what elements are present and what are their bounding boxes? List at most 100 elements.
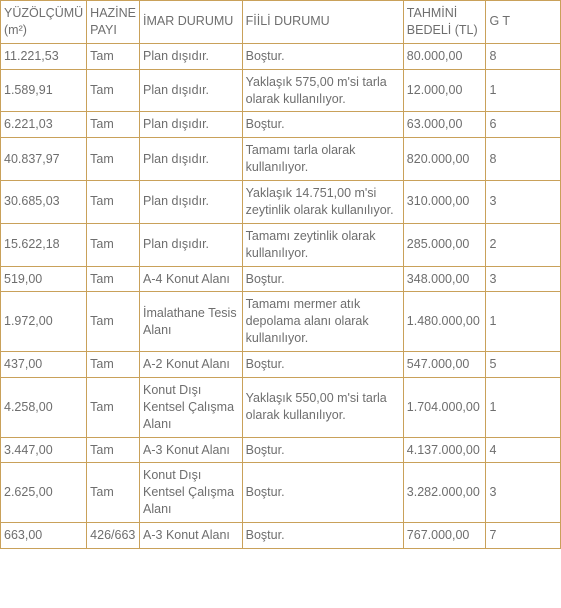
col-header-yuzolcumu: YÜZÖLÇÜMÜ (m²) <box>1 1 87 44</box>
table-cell: Boştur. <box>242 266 403 292</box>
table-cell: 4 <box>486 437 561 463</box>
table-cell: Boştur. <box>242 523 403 549</box>
table-cell: Yaklaşık 550,00 m'si tarla olarak kullan… <box>242 377 403 437</box>
table-cell: Tam <box>87 463 140 523</box>
table-cell: 1.589,91 <box>1 69 87 112</box>
table-cell: Tam <box>87 138 140 181</box>
table-cell: Tam <box>87 43 140 69</box>
table-cell: 12.000,00 <box>403 69 486 112</box>
table-cell: 8 <box>486 138 561 181</box>
table-cell: 3 <box>486 463 561 523</box>
table-cell: 6.221,03 <box>1 112 87 138</box>
table-cell: 3 <box>486 266 561 292</box>
table-row: 2.625,00TamKonut Dışı Kentsel Çalışma Al… <box>1 463 561 523</box>
table-cell: Konut Dışı Kentsel Çalışma Alanı <box>140 463 243 523</box>
table-row: 3.447,00TamA-3 Konut AlanıBoştur.4.137.0… <box>1 437 561 463</box>
table-cell: 30.685,03 <box>1 181 87 224</box>
table-row: 11.221,53TamPlan dışıdır.Boştur.80.000,0… <box>1 43 561 69</box>
table-row: 6.221,03TamPlan dışıdır.Boştur.63.000,00… <box>1 112 561 138</box>
table-body: 11.221,53TamPlan dışıdır.Boştur.80.000,0… <box>1 43 561 548</box>
table-cell: Tam <box>87 69 140 112</box>
table-cell: Plan dışıdır. <box>140 69 243 112</box>
table-cell: Tam <box>87 377 140 437</box>
table-cell: Yaklaşık 14.751,00 m'si zeytinlik olarak… <box>242 181 403 224</box>
table-cell: 285.000,00 <box>403 223 486 266</box>
table-cell: Plan dışıdır. <box>140 112 243 138</box>
table-cell: 1 <box>486 69 561 112</box>
table-cell: Plan dışıdır. <box>140 223 243 266</box>
table-cell: 547.000,00 <box>403 352 486 378</box>
table-cell: Tam <box>87 266 140 292</box>
table-cell: 310.000,00 <box>403 181 486 224</box>
col-header-hazine-payi: HAZİNE PAYI <box>87 1 140 44</box>
table-row: 663,00426/663A-3 Konut AlanıBoştur.767.0… <box>1 523 561 549</box>
table-cell: 3.447,00 <box>1 437 87 463</box>
table-cell: Tam <box>87 352 140 378</box>
table-cell: 1 <box>486 292 561 352</box>
col-header-tahmini-bedeli: TAHMİNİ BEDELİ (TL) <box>403 1 486 44</box>
table-cell: İmalathane Tesis Alanı <box>140 292 243 352</box>
table-header-row: YÜZÖLÇÜMÜ (m²) HAZİNE PAYI İMAR DURUMU F… <box>1 1 561 44</box>
table-cell: 2 <box>486 223 561 266</box>
table-cell: Boştur. <box>242 112 403 138</box>
table-cell: Tam <box>87 223 140 266</box>
table-cell: Konut Dışı Kentsel Çalışma Alanı <box>140 377 243 437</box>
table-cell: 663,00 <box>1 523 87 549</box>
table-cell: 519,00 <box>1 266 87 292</box>
table-cell: 15.622,18 <box>1 223 87 266</box>
table-cell: Boştur. <box>242 352 403 378</box>
table-row: 30.685,03TamPlan dışıdır.Yaklaşık 14.751… <box>1 181 561 224</box>
col-header-extra: G T <box>486 1 561 44</box>
property-table: YÜZÖLÇÜMÜ (m²) HAZİNE PAYI İMAR DURUMU F… <box>0 0 561 549</box>
table-row: 15.622,18TamPlan dışıdır.Tamamı zeytinli… <box>1 223 561 266</box>
table-cell: 5 <box>486 352 561 378</box>
table-cell: Boştur. <box>242 463 403 523</box>
table-row: 437,00TamA-2 Konut AlanıBoştur.547.000,0… <box>1 352 561 378</box>
table-cell: 80.000,00 <box>403 43 486 69</box>
table-cell: 348.000,00 <box>403 266 486 292</box>
table-cell: 4.137.000,00 <box>403 437 486 463</box>
table-cell: Tamamı tarla olarak kullanılıyor. <box>242 138 403 181</box>
table-cell: 11.221,53 <box>1 43 87 69</box>
table-cell: Boştur. <box>242 437 403 463</box>
table-cell: 767.000,00 <box>403 523 486 549</box>
table-cell: 8 <box>486 43 561 69</box>
table-head: YÜZÖLÇÜMÜ (m²) HAZİNE PAYI İMAR DURUMU F… <box>1 1 561 44</box>
table-cell: Tam <box>87 181 140 224</box>
table-row: 4.258,00TamKonut Dışı Kentsel Çalışma Al… <box>1 377 561 437</box>
table-cell: Plan dışıdır. <box>140 43 243 69</box>
table-cell: 40.837,97 <box>1 138 87 181</box>
table-cell: Boştur. <box>242 43 403 69</box>
table-cell: 820.000,00 <box>403 138 486 181</box>
table-cell: Plan dışıdır. <box>140 138 243 181</box>
table-cell: 1.972,00 <box>1 292 87 352</box>
table-viewport: YÜZÖLÇÜMÜ (m²) HAZİNE PAYI İMAR DURUMU F… <box>0 0 561 608</box>
table-cell: 1.704.000,00 <box>403 377 486 437</box>
table-cell: Tam <box>87 292 140 352</box>
col-header-imar-durumu: İMAR DURUMU <box>140 1 243 44</box>
table-row: 40.837,97TamPlan dışıdır.Tamamı tarla ol… <box>1 138 561 181</box>
table-cell: 1.480.000,00 <box>403 292 486 352</box>
table-cell: 3 <box>486 181 561 224</box>
table-cell: 6 <box>486 112 561 138</box>
table-cell: Tam <box>87 437 140 463</box>
table-cell: 3.282.000,00 <box>403 463 486 523</box>
table-cell: 426/663 <box>87 523 140 549</box>
table-cell: 1 <box>486 377 561 437</box>
col-header-fiili-durumu: FİİLİ DURUMU <box>242 1 403 44</box>
table-cell: A-3 Konut Alanı <box>140 437 243 463</box>
table-cell: Tam <box>87 112 140 138</box>
table-cell: Plan dışıdır. <box>140 181 243 224</box>
table-row: 1.972,00Tamİmalathane Tesis AlanıTamamı … <box>1 292 561 352</box>
table-cell: 4.258,00 <box>1 377 87 437</box>
table-cell: A-2 Konut Alanı <box>140 352 243 378</box>
table-row: 519,00TamA-4 Konut AlanıBoştur.348.000,0… <box>1 266 561 292</box>
table-cell: Yaklaşık 575,00 m'si tarla olarak kullan… <box>242 69 403 112</box>
table-cell: A-3 Konut Alanı <box>140 523 243 549</box>
table-cell: 2.625,00 <box>1 463 87 523</box>
table-cell: 7 <box>486 523 561 549</box>
table-cell: 437,00 <box>1 352 87 378</box>
table-cell: Tamamı zeytinlik olarak kullanılıyor. <box>242 223 403 266</box>
table-cell: A-4 Konut Alanı <box>140 266 243 292</box>
table-cell: 63.000,00 <box>403 112 486 138</box>
